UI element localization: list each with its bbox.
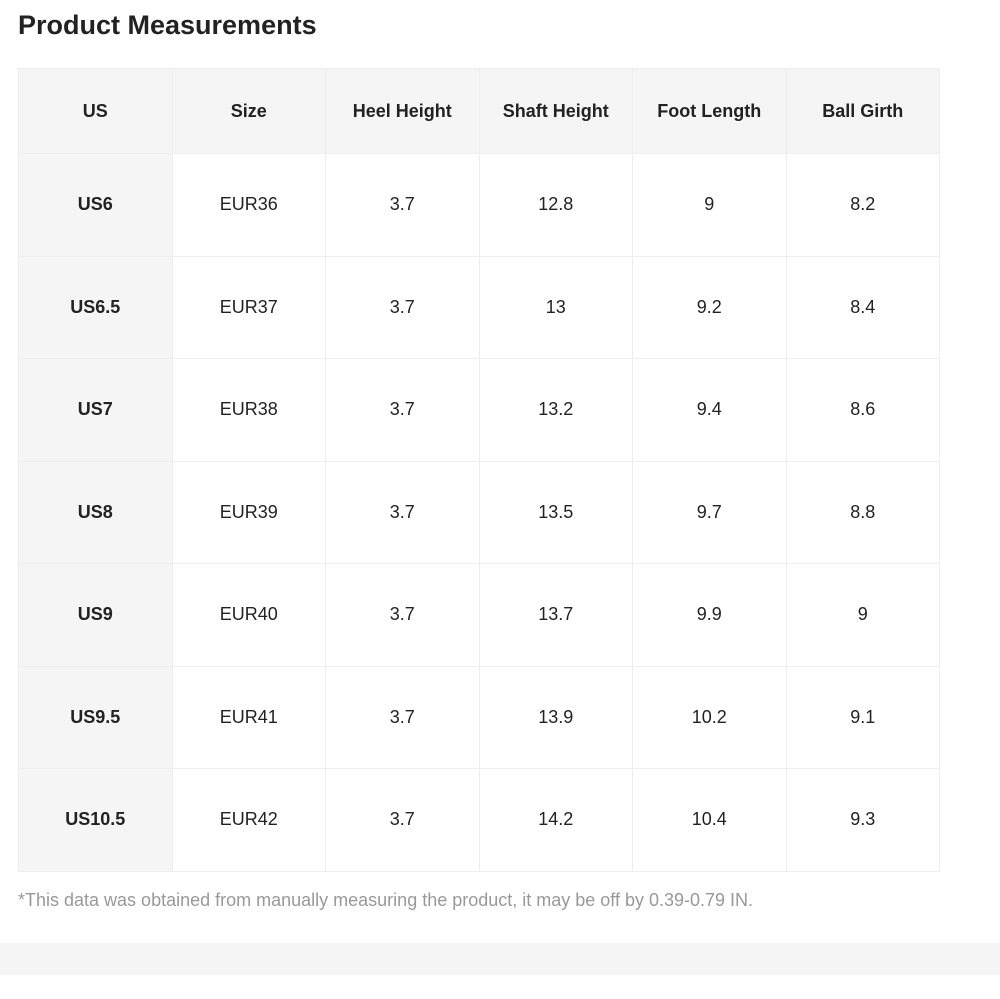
table-cell: EUR36 — [171, 153, 326, 257]
table-cell: 9.2 — [632, 255, 787, 359]
table-row: US6.5 EUR37 3.7 13 9.2 8.4 — [18, 255, 940, 359]
table-cell: 3.7 — [325, 153, 480, 257]
table-cell: 3.7 — [325, 255, 480, 359]
table-cell: 9.1 — [785, 665, 940, 769]
row-label: US10.5 — [18, 768, 173, 872]
header-cell: Foot Length — [632, 68, 787, 154]
measurements-table: US Size Heel Height Shaft Height Foot Length… — [18, 68, 940, 872]
table-cell: 8.8 — [785, 460, 940, 564]
table-cell: 3.7 — [325, 665, 480, 769]
table-cell: 13.9 — [478, 665, 633, 769]
table-cell: 3.7 — [325, 768, 480, 872]
table-cell: 13 — [478, 255, 633, 359]
table-cell: 9.7 — [632, 460, 787, 564]
table-cell: EUR41 — [171, 665, 326, 769]
table-cell: 13.5 — [478, 460, 633, 564]
header-cell: Size — [171, 68, 326, 154]
row-label: US6 — [18, 153, 173, 257]
table-cell: 13.2 — [478, 358, 633, 462]
note: *This data was obtained from manually me… — [18, 890, 754, 910]
row-label: US9 — [18, 563, 173, 667]
table-row: US7 EUR38 3.7 13.2 9.4 8.6 — [18, 358, 940, 462]
table-cell: 9.3 — [785, 768, 940, 872]
footer-band — [0, 943, 1000, 975]
table-row: US9 EUR40 3.7 13.7 9.9 9 — [18, 563, 940, 667]
table-cell: 9 — [785, 563, 940, 667]
header-cell: Ball Girth — [785, 68, 940, 154]
table-cell: 14.2 — [478, 768, 633, 872]
table-cell: EUR37 — [171, 255, 326, 359]
table-cell: 13.7 — [478, 563, 633, 667]
header-cell: Heel Height — [325, 68, 480, 154]
header-cell: Shaft Height — [478, 68, 633, 154]
table-cell: 10.4 — [632, 768, 787, 872]
table-cell: 3.7 — [325, 563, 480, 667]
table-cell: 9 — [632, 153, 787, 257]
row-label: US7 — [18, 358, 173, 462]
table-cell: 9.9 — [632, 563, 787, 667]
table-cell: 12.8 — [478, 153, 633, 257]
table-header: US Size Heel Height Shaft Height Foot Length… — [18, 68, 940, 154]
table-cell: 10.2 — [632, 665, 787, 769]
row-label: US9.5 — [18, 665, 173, 769]
table-body: US6 EUR36 3.7 12.8 9 8.2 US6.5 EUR37 3.7 13 9.2 8.4… — [18, 153, 940, 872]
table-row: US8 EUR39 3.7 13.5 9.7 8.8 — [18, 460, 940, 564]
table-row: US9.5 EUR41 3.7 13.9 10.2 9.1 — [18, 665, 940, 769]
table-cell: EUR38 — [171, 358, 326, 462]
table-cell: 9.4 — [632, 358, 787, 462]
table-cell: 3.7 — [325, 358, 480, 462]
row-label: US8 — [18, 460, 173, 564]
header-cell: US — [18, 68, 173, 154]
table-cell: EUR40 — [171, 563, 326, 667]
title: Product Measurements — [18, 10, 317, 40]
row-label: US6.5 — [18, 255, 173, 359]
table-row: US6 EUR36 3.7 12.8 9 8.2 — [18, 153, 940, 257]
table-cell: 8.4 — [785, 255, 940, 359]
table-cell: EUR39 — [171, 460, 326, 564]
table-cell: 8.6 — [785, 358, 940, 462]
table-cell: 8.2 — [785, 153, 940, 257]
table-cell: EUR42 — [171, 768, 326, 872]
table-row: US10.5 EUR42 3.7 14.2 10.4 9.3 — [18, 768, 940, 872]
table-cell: 3.7 — [325, 460, 480, 564]
header-row: US Size Heel Height Shaft Height Foot Length… — [18, 68, 940, 154]
